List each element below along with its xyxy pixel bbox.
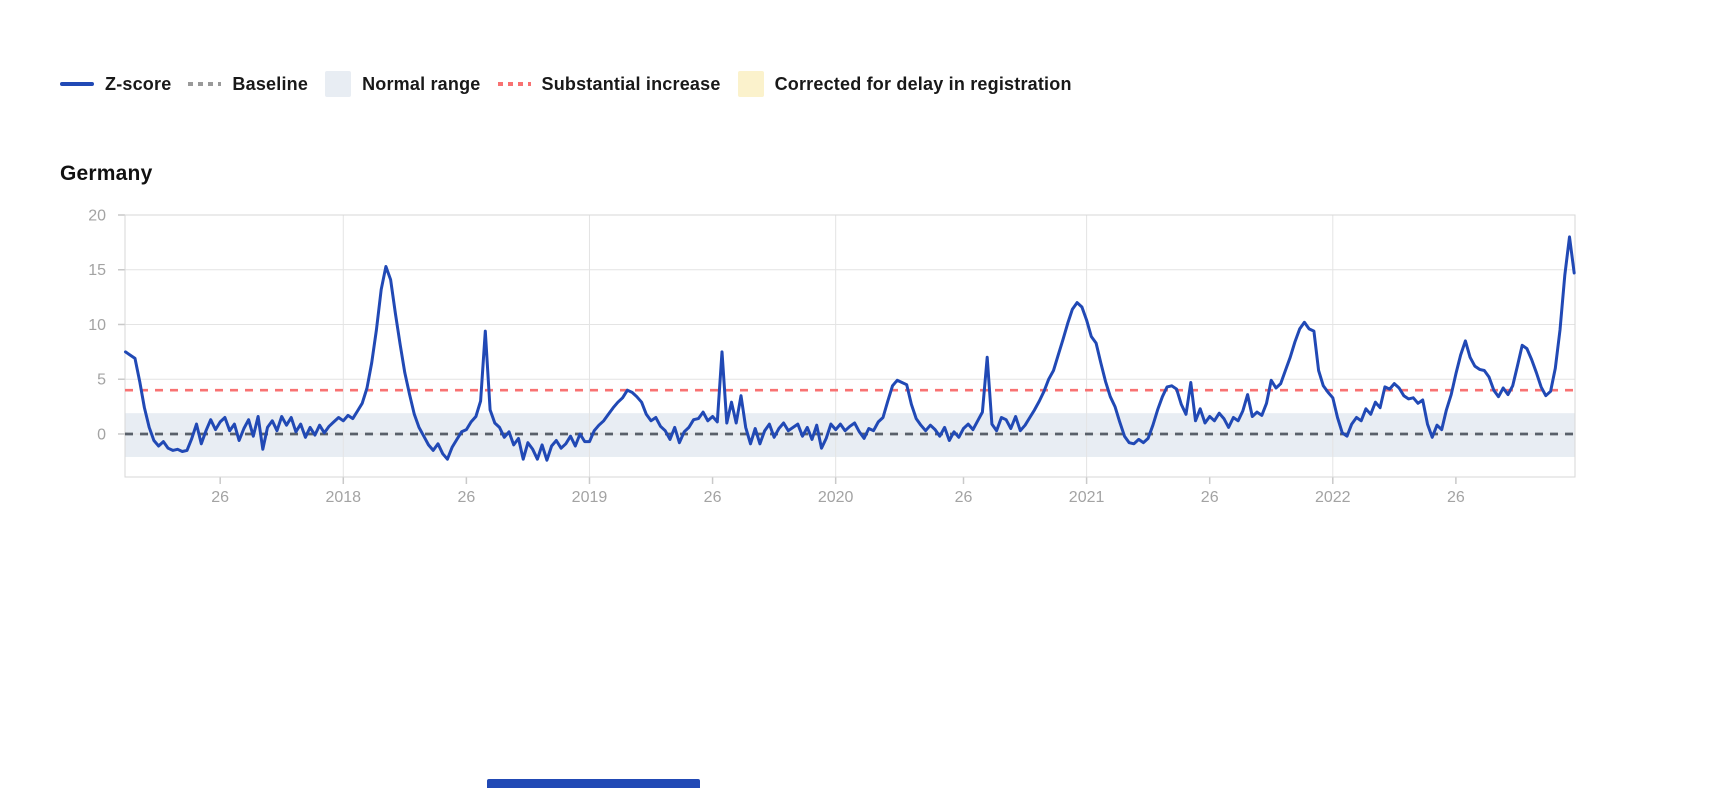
zscore-chart: 0 5 10 15 20 26 2018 26 2019 26 2020 26 2021 26 2022 26 — [88, 208, 1576, 506]
legend-item-baseline: Baseline — [188, 74, 308, 95]
chart-legend: Z-score Baseline Normal range Substantia… — [60, 71, 1072, 97]
corrected-delay-swatch-icon — [737, 71, 764, 97]
x-tick-label: 2022 — [1315, 489, 1351, 506]
x-tick-label: 2018 — [325, 489, 361, 506]
chart-title: Germany — [60, 162, 153, 185]
x-tick-label: 26 — [704, 489, 722, 506]
x-tick-label: 2021 — [1069, 489, 1105, 506]
y-tick-label: 20 — [88, 208, 106, 225]
legend-label-zscore: Z-score — [105, 73, 172, 94]
legend-item-substantial-increase: Substantial increase — [497, 73, 721, 95]
x-tick-label: 26 — [1201, 489, 1219, 506]
y-tick-label: 15 — [88, 262, 106, 279]
x-tick-label: 2019 — [572, 489, 608, 506]
zscore-line-swatch-icon — [60, 82, 94, 86]
baseline-dots-swatch-icon — [188, 82, 222, 86]
x-tick-label: 26 — [211, 489, 229, 506]
legend-item-zscore: Z-score — [60, 74, 171, 95]
x-tick-label: 26 — [457, 489, 475, 506]
x-tick-label: 26 — [1447, 489, 1465, 506]
x-tick-label: 26 — [955, 489, 973, 506]
x-tick-label: 2020 — [818, 489, 854, 506]
legend-label-baseline: Baseline — [232, 73, 309, 94]
legend-item-corrected-delay: Corrected for delay in registration — [737, 71, 1072, 97]
legend-label-corrected-delay: Corrected for delay in registration — [774, 73, 1072, 94]
legend-item-normal-range: Normal range — [325, 71, 480, 97]
bottom-cutoff-blue-element[interactable] — [487, 779, 700, 788]
zscore-series-line — [124, 235, 1576, 462]
substantial-increase-dots-swatch-icon — [497, 82, 531, 86]
plot-border — [124, 214, 1576, 478]
y-tick-label: 5 — [97, 372, 106, 389]
legend-label-substantial-increase: Substantial increase — [541, 73, 721, 94]
normal-range-swatch-icon — [325, 71, 352, 97]
y-tick-label: 10 — [88, 317, 106, 334]
y-tick-label: 0 — [97, 426, 106, 443]
legend-label-normal-range: Normal range — [362, 73, 481, 94]
